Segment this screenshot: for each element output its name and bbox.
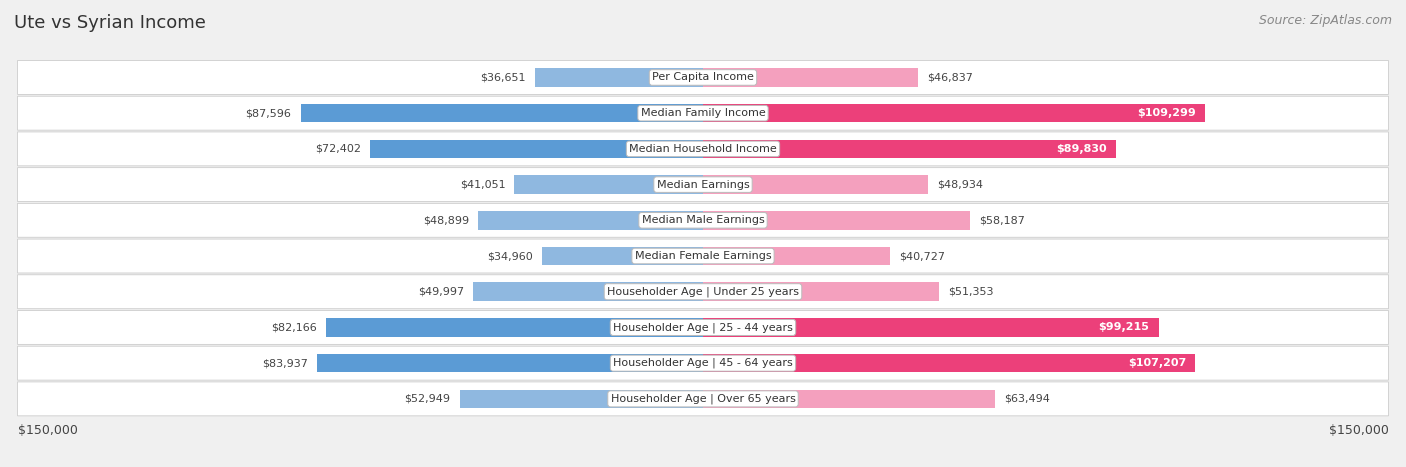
Text: $99,215: $99,215	[1098, 322, 1150, 333]
Text: Householder Age | Over 65 years: Householder Age | Over 65 years	[610, 394, 796, 404]
Text: $150,000: $150,000	[1329, 424, 1389, 437]
FancyBboxPatch shape	[17, 132, 1389, 166]
Text: $52,949: $52,949	[405, 394, 450, 404]
Text: $109,299: $109,299	[1137, 108, 1197, 118]
FancyBboxPatch shape	[17, 203, 1389, 237]
FancyBboxPatch shape	[17, 311, 1389, 345]
Text: Median Male Earnings: Median Male Earnings	[641, 215, 765, 225]
Bar	[318, 354, 703, 373]
Text: Householder Age | 25 - 44 years: Householder Age | 25 - 44 years	[613, 322, 793, 333]
Bar	[703, 175, 928, 194]
Text: Householder Age | 45 - 64 years: Householder Age | 45 - 64 years	[613, 358, 793, 368]
Text: Median Female Earnings: Median Female Earnings	[634, 251, 772, 261]
Text: $36,651: $36,651	[479, 72, 526, 83]
Bar	[301, 104, 703, 122]
Text: $46,837: $46,837	[928, 72, 973, 83]
Text: $83,937: $83,937	[263, 358, 308, 368]
Text: $82,166: $82,166	[271, 322, 316, 333]
Text: Median Earnings: Median Earnings	[657, 180, 749, 190]
Text: Householder Age | Under 25 years: Householder Age | Under 25 years	[607, 286, 799, 297]
FancyBboxPatch shape	[17, 382, 1389, 416]
Bar	[326, 318, 703, 337]
Text: $63,494: $63,494	[1004, 394, 1050, 404]
Bar	[460, 389, 703, 408]
Text: $72,402: $72,402	[315, 144, 361, 154]
FancyBboxPatch shape	[17, 168, 1389, 202]
Text: $87,596: $87,596	[246, 108, 291, 118]
FancyBboxPatch shape	[17, 96, 1389, 130]
Text: Per Capita Income: Per Capita Income	[652, 72, 754, 83]
Text: $150,000: $150,000	[17, 424, 77, 437]
Text: $48,899: $48,899	[423, 215, 470, 225]
Bar	[478, 211, 703, 230]
Bar	[370, 140, 703, 158]
Bar	[703, 247, 890, 265]
Bar	[474, 283, 703, 301]
Bar	[703, 318, 1159, 337]
Bar	[703, 389, 994, 408]
Text: $49,997: $49,997	[418, 287, 464, 297]
Text: Source: ZipAtlas.com: Source: ZipAtlas.com	[1258, 14, 1392, 27]
Text: $58,187: $58,187	[980, 215, 1025, 225]
Text: Median Household Income: Median Household Income	[628, 144, 778, 154]
Text: Median Family Income: Median Family Income	[641, 108, 765, 118]
Bar	[543, 247, 703, 265]
Text: $40,727: $40,727	[900, 251, 945, 261]
Text: Ute vs Syrian Income: Ute vs Syrian Income	[14, 14, 205, 32]
Text: $89,830: $89,830	[1056, 144, 1107, 154]
Bar	[515, 175, 703, 194]
FancyBboxPatch shape	[17, 346, 1389, 380]
Text: $107,207: $107,207	[1128, 358, 1187, 368]
Text: $48,934: $48,934	[936, 180, 983, 190]
Bar	[703, 354, 1195, 373]
Text: $34,960: $34,960	[488, 251, 533, 261]
Bar	[703, 68, 918, 87]
Bar	[534, 68, 703, 87]
FancyBboxPatch shape	[17, 239, 1389, 273]
Bar	[703, 104, 1205, 122]
Bar	[703, 283, 939, 301]
Bar	[703, 211, 970, 230]
Text: $51,353: $51,353	[948, 287, 994, 297]
Text: $41,051: $41,051	[460, 180, 505, 190]
FancyBboxPatch shape	[17, 61, 1389, 94]
FancyBboxPatch shape	[17, 275, 1389, 309]
Bar	[703, 140, 1115, 158]
